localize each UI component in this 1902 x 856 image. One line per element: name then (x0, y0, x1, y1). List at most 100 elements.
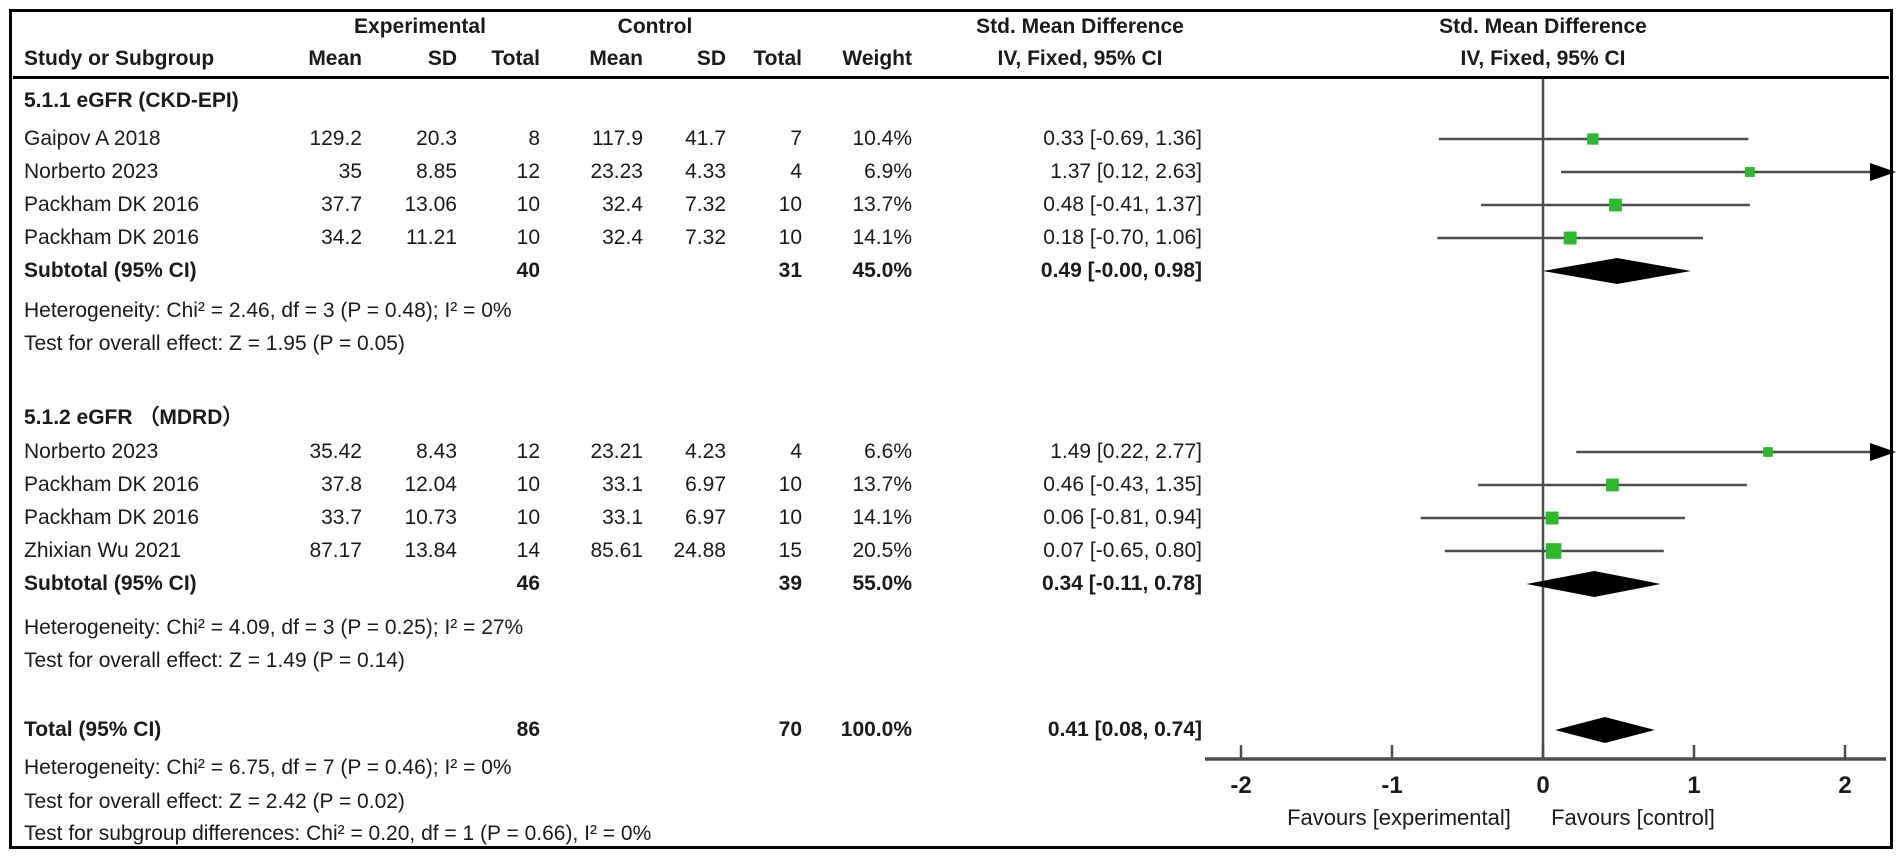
axis-tick-label: 0 (1536, 772, 1549, 799)
axis-tick-label: -2 (1230, 772, 1251, 799)
cell-mean-ctl: 33.1 (602, 473, 643, 496)
effect-marker (1744, 167, 1755, 177)
ci-arrow-right (1870, 163, 1896, 181)
cell-total-ctl: 10 (778, 193, 802, 216)
cell-total-ctl: 39 (778, 572, 802, 595)
cell-mean-ctl: 23.21 (590, 440, 643, 463)
table-row: Zhixian Wu 2021 87.17 13.84 14 85.61 24.88 15 2… (0, 536, 1250, 566)
effect-marker (1763, 447, 1773, 457)
experimental-group-label: Experimental (354, 15, 486, 38)
header-divider-line (13, 76, 1889, 79)
col-mean-ctl: Mean (589, 47, 643, 70)
col-weight: Weight (842, 47, 912, 70)
cell-ci-text: 0.41 [0.08, 0.74] (1047, 718, 1202, 741)
cell-weight: 55.0% (852, 572, 912, 595)
column-header-row: Study or Subgroup Mean SD Total Mean SD … (0, 44, 1250, 74)
axis-tick-label: 2 (1838, 772, 1851, 799)
cell-sd-exp: 20.3 (416, 127, 457, 150)
cell-weight: 14.1% (852, 226, 912, 249)
heterogeneity-note: Heterogeneity: Chi² = 2.46, df = 3 (P = … (24, 299, 512, 322)
total-heterogeneity-note: Heterogeneity: Chi² = 6.75, df = 7 (P = … (24, 756, 512, 779)
cell-weight: 45.0% (852, 259, 912, 282)
study-label: Packham DK 2016 (24, 193, 200, 216)
col-sd-exp: SD (427, 47, 457, 70)
study-label: Norberto 2023 (24, 160, 159, 183)
cell-total-ctl: 7 (790, 127, 802, 150)
cell-ci-text: 0.49 [-0.00, 0.98] (1040, 259, 1202, 282)
cell-total-exp: 10 (516, 193, 540, 216)
table-row: Packham DK 2016 37.7 13.06 10 32.4 7.32 10 13.7… (0, 190, 1250, 220)
cell-sd-exp: 8.43 (416, 440, 457, 463)
effect-title-plot: Std. Mean Difference (1439, 15, 1647, 38)
cell-sd-exp: 13.06 (404, 193, 457, 216)
table-row: Packham DK 2016 33.7 10.73 10 33.1 6.97 10 14.1… (0, 503, 1250, 533)
subgroup-title: 5.1.2 eGFR （MDRD） (24, 406, 244, 429)
cell-ci-text: 0.46 [-0.43, 1.35] (1043, 473, 1202, 496)
cell-weight: 10.4% (852, 127, 912, 150)
cell-weight: 6.6% (864, 440, 912, 463)
cell-sd-ctl: 41.7 (685, 127, 726, 150)
cell-total-ctl: 4 (790, 440, 802, 463)
cell-total-exp: 12 (516, 440, 540, 463)
cell-sd-exp: 11.21 (406, 226, 457, 249)
cell-weight: 13.7% (852, 473, 912, 496)
cell-ci-text: 0.18 [-0.70, 1.06] (1043, 226, 1202, 249)
total-row: Total (95% CI) 86 70 100.0% 0.41 [0.08, 0.74… (0, 715, 1250, 745)
cell-mean-exp: 33.7 (321, 506, 362, 529)
study-label: Norberto 2023 (24, 440, 159, 463)
cell-ci-text: 0.07 [-0.65, 0.80] (1043, 539, 1202, 562)
cell-total-exp: 10 (516, 473, 540, 496)
cell-sd-ctl: 6.97 (685, 506, 726, 529)
study-label: Subtotal (95% CI) (24, 259, 197, 282)
total-diamond (1555, 717, 1655, 743)
col-effect-ci: IV, Fixed, 95% CI (997, 47, 1163, 70)
cell-weight: 13.7% (852, 193, 912, 216)
cell-total-exp: 12 (516, 160, 540, 183)
subgroup-title: 5.1.1 eGFR (CKD-EPI) (24, 89, 239, 112)
subgroup-difference-note: Test for subgroup differences: Chi² = 0.… (24, 822, 652, 845)
table-row: Packham DK 2016 34.2 11.21 10 32.4 7.32 10 14.1… (0, 223, 1250, 253)
cell-mean-exp: 35 (338, 160, 362, 183)
overall-effect-note: Test for overall effect: Z = 1.95 (P = 0… (24, 332, 405, 355)
cell-total-exp: 8 (528, 127, 540, 150)
cell-mean-ctl: 117.9 (592, 127, 643, 150)
cell-total-exp: 10 (516, 226, 540, 249)
cell-sd-ctl: 7.32 (685, 193, 726, 216)
cell-total-ctl: 15 (778, 539, 802, 562)
effect-title-table: Std. Mean Difference (976, 15, 1184, 38)
cell-sd-ctl: 7.32 (685, 226, 726, 249)
cell-mean-exp: 35.42 (309, 440, 362, 463)
col-sd-ctl: SD (696, 47, 726, 70)
cell-sd-ctl: 24.88 (673, 539, 726, 562)
cell-mean-exp: 37.7 (321, 193, 362, 216)
subgroup-title-row: 5.1.1 eGFR (CKD-EPI) (0, 86, 1250, 116)
overall-effect-note: Test for overall effect: Z = 1.49 (P = 0… (24, 649, 405, 672)
axis-tick-label: -1 (1381, 772, 1402, 799)
cell-weight: 14.1% (852, 506, 912, 529)
col-total-exp: Total (491, 47, 540, 70)
study-label: Packham DK 2016 (24, 226, 200, 249)
cell-sd-ctl: 4.23 (685, 440, 726, 463)
study-label: Packham DK 2016 (24, 473, 200, 496)
total-overall-effect-note: Test for overall effect: Z = 2.42 (P = 0… (24, 790, 405, 813)
cell-weight: 100.0% (840, 718, 912, 741)
axis-tick-label: 1 (1687, 772, 1700, 799)
cell-total-ctl: 31 (778, 259, 802, 282)
cell-mean-ctl: 32.4 (602, 193, 643, 216)
subgroup-title-row: 5.1.2 eGFR （MDRD） (0, 403, 1250, 433)
cell-mean-exp: 34.2 (321, 226, 362, 249)
subtotal-row: Subtotal (95% CI) 46 39 55.0% 0.34 [-0.11, 0… (0, 569, 1250, 599)
cell-total-ctl: 4 (790, 160, 802, 183)
cell-weight: 20.5% (852, 539, 912, 562)
cell-sd-ctl: 4.33 (685, 160, 726, 183)
cell-sd-exp: 13.84 (404, 539, 457, 562)
table-row: Norberto 2023 35.42 8.43 12 23.21 4.23 4 6.6% 1.… (0, 437, 1250, 467)
cell-ci-text: 0.34 [-0.11, 0.78] (1042, 572, 1202, 595)
effect-marker (1587, 133, 1599, 145)
cell-total-ctl: 10 (778, 506, 802, 529)
cell-total-exp: 86 (516, 718, 540, 741)
group-header-row: Experimental Control Std. Mean Differenc… (0, 12, 1250, 42)
cell-total-exp: 14 (516, 539, 540, 562)
table-row: Norberto 2023 35 8.85 12 23.23 4.33 4 6.9% 1.37 … (0, 157, 1250, 187)
